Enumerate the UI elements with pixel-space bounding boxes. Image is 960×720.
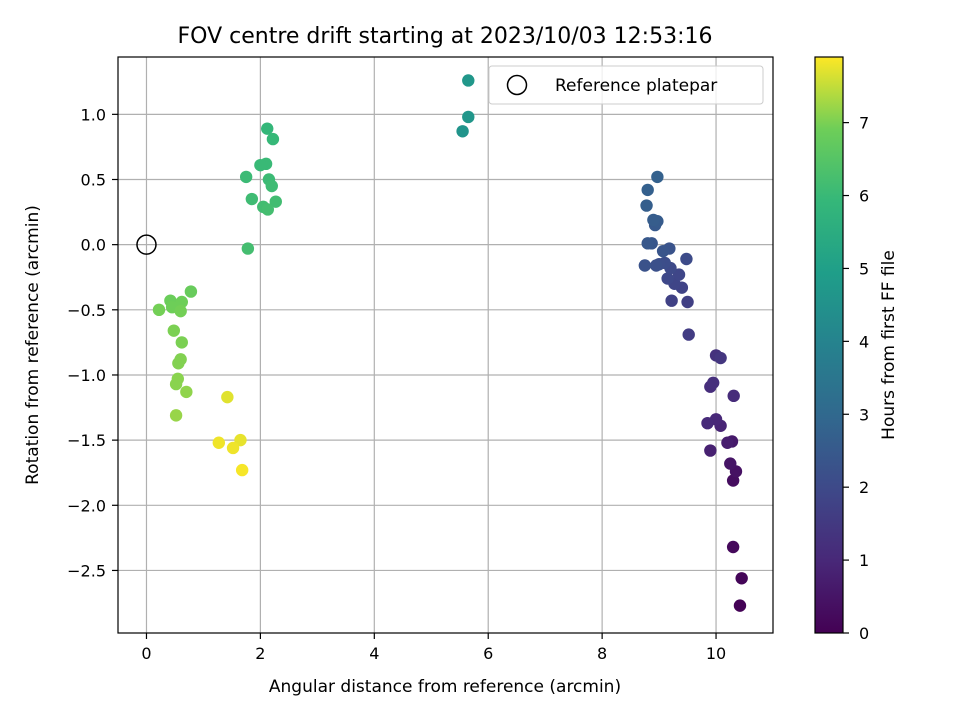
- y-tick-label: 0.5: [81, 170, 106, 189]
- data-point: [172, 357, 185, 370]
- data-point: [184, 285, 198, 298]
- data-point: [724, 457, 737, 470]
- data-point: [235, 463, 249, 477]
- colorbar-tick-label: 3: [859, 405, 869, 424]
- colorbar: [814, 56, 844, 634]
- data-point: [456, 125, 469, 138]
- data-point: [239, 170, 253, 184]
- reference-marker-layer: [136, 234, 157, 255]
- reference-platepar-marker: [136, 234, 157, 255]
- data-point: [726, 540, 740, 554]
- data-point: [681, 295, 694, 309]
- colorbar-tick-label: 2: [859, 478, 869, 497]
- data-point: [261, 122, 274, 135]
- data-point: [682, 328, 695, 341]
- chart-title: FOV centre drift starting at 2023/10/03 …: [178, 24, 713, 49]
- data-point: [462, 110, 475, 124]
- x-tick-label: 10: [706, 644, 726, 663]
- data-point: [641, 237, 654, 250]
- y-tick-label: 1.0: [81, 105, 106, 124]
- data-point: [640, 199, 653, 212]
- x-tick-label: 2: [255, 644, 265, 663]
- legend-label: Reference platepar: [555, 76, 717, 96]
- data-point: [661, 272, 674, 285]
- data-point: [174, 304, 187, 318]
- data-point: [656, 244, 670, 258]
- data-point: [254, 158, 267, 172]
- data-point: [226, 441, 240, 455]
- legend-reference-marker: [506, 74, 528, 96]
- data-point: [721, 436, 734, 449]
- colorbar-tick-label: 7: [859, 114, 869, 133]
- y-tick-label: −1.0: [67, 366, 106, 385]
- data-point: [245, 192, 259, 206]
- y-tick-label: −0.5: [67, 301, 106, 320]
- data-point: [650, 259, 663, 272]
- data-point: [733, 599, 747, 612]
- y-tick-label: −2.5: [67, 561, 106, 580]
- data-point: [647, 213, 660, 227]
- colorbar-tick-label: 4: [859, 332, 869, 351]
- data-point: [701, 416, 714, 430]
- data-point: [638, 259, 652, 272]
- data-point: [706, 376, 720, 389]
- data-point: [221, 390, 234, 404]
- data-point: [672, 268, 686, 281]
- x-tick-label: 0: [141, 644, 151, 663]
- data-point: [714, 351, 727, 365]
- data-point: [180, 385, 193, 399]
- y-axis-label: Rotation from reference (arcmin): [23, 205, 43, 485]
- colorbar-tick-label: 6: [859, 187, 869, 206]
- colorbar-label: Hours from first FF file: [879, 250, 899, 440]
- data-point: [680, 252, 693, 266]
- data-point: [175, 336, 188, 349]
- data-point: [175, 295, 188, 309]
- y-tick-label: −1.5: [67, 431, 106, 450]
- data-point: [167, 324, 181, 337]
- data-point: [462, 74, 475, 87]
- data-point: [241, 242, 255, 255]
- data-point: [261, 203, 274, 216]
- data-point: [641, 183, 654, 197]
- y-tick-label: −2.0: [67, 496, 106, 515]
- data-point: [169, 409, 183, 422]
- x-axis-ticks: 0 2 4 6 8 10: [141, 633, 726, 663]
- x-axis-label: Angular distance from reference (arcmin): [269, 677, 621, 697]
- x-tick-label: 6: [483, 644, 493, 663]
- legend-box: [488, 65, 764, 105]
- data-point: [234, 433, 247, 447]
- data-point: [651, 170, 664, 184]
- plot-frame: [117, 56, 774, 634]
- y-axis-ticks: −2.5 −2.0 −1.5 −1.0 −0.5 0.0 0.5 1.0: [67, 105, 118, 580]
- scatter-points: [152, 74, 748, 612]
- colorbar-tick-label: 1: [859, 551, 869, 570]
- data-point: [735, 572, 748, 585]
- x-tick-label: 4: [369, 644, 379, 663]
- x-tick-label: 8: [597, 644, 607, 663]
- colorbar-tick-label: 5: [859, 259, 869, 278]
- data-point: [212, 436, 226, 449]
- grid-lines: [118, 57, 773, 633]
- data-point: [265, 179, 278, 193]
- data-point: [269, 195, 282, 208]
- data-point: [169, 377, 183, 391]
- data-point: [704, 444, 717, 457]
- colorbar-tick-label: 0: [859, 624, 869, 643]
- data-point: [266, 132, 280, 146]
- data-point: [665, 294, 678, 307]
- data-point: [152, 303, 166, 317]
- colorbar-ticks: 0 1 2 3 4 5 6 7: [843, 114, 869, 643]
- legend: Reference platepar: [488, 65, 764, 105]
- y-tick-label: 0.0: [81, 236, 106, 255]
- data-point: [727, 389, 740, 403]
